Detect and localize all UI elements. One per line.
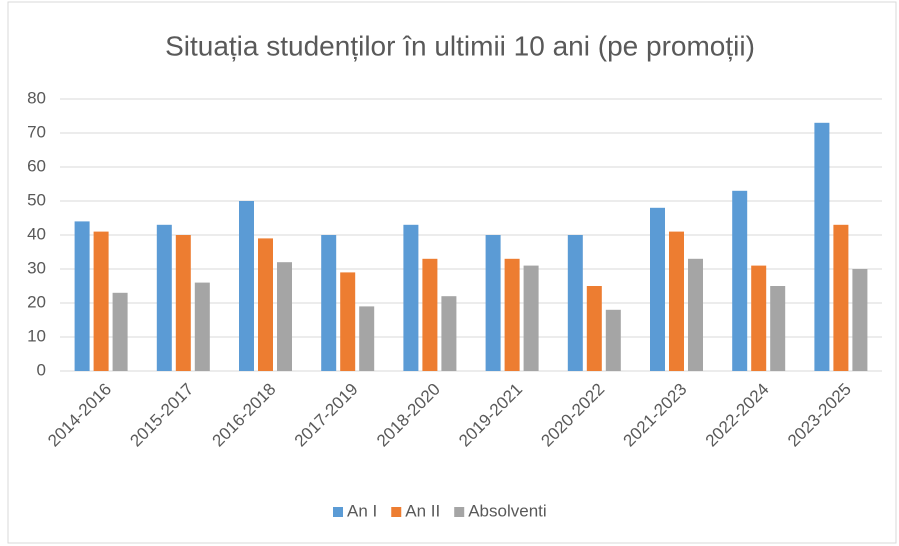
bar (340, 272, 356, 371)
bar (669, 231, 684, 371)
bar (770, 286, 786, 371)
legend-label: An II (405, 501, 440, 520)
bar (441, 296, 457, 371)
bar (194, 282, 210, 371)
y-tick-label: 0 (37, 360, 46, 379)
bar (239, 201, 254, 371)
legend-label: An I (347, 501, 377, 520)
bar (175, 235, 191, 371)
bar (650, 207, 665, 371)
bar (258, 238, 273, 371)
y-tick-label: 80 (27, 88, 46, 107)
y-tick-label: 20 (27, 292, 46, 311)
bar (359, 306, 375, 371)
y-tick-label: 70 (27, 122, 46, 141)
y-tick-label: 30 (27, 258, 46, 277)
bar (523, 265, 539, 371)
bar (112, 292, 128, 371)
bar (422, 258, 438, 371)
bar (93, 231, 109, 371)
bar (504, 258, 520, 371)
bar (852, 269, 868, 371)
chart-title: Situația studenților în ultimii 10 ani (… (165, 30, 755, 61)
bar (156, 224, 172, 371)
bar (814, 122, 830, 371)
y-tick-label: 60 (27, 156, 46, 175)
bar (688, 258, 703, 371)
y-tick-label: 40 (27, 224, 46, 243)
y-tick-label: 50 (27, 190, 46, 209)
bar (586, 286, 602, 371)
legend-swatch (391, 507, 402, 517)
bar (74, 221, 90, 371)
bar (732, 190, 748, 371)
bar (321, 235, 337, 371)
chart-frame (7, 1, 897, 544)
bar (751, 265, 767, 371)
legend-swatch (454, 507, 465, 517)
bar (277, 262, 292, 371)
bar (567, 235, 583, 371)
bar (833, 224, 849, 371)
legend-label: Absolventi (468, 501, 546, 520)
bar (605, 309, 621, 371)
legend-swatch (333, 507, 343, 517)
bar (485, 235, 501, 371)
bar (403, 224, 419, 371)
y-tick-label: 10 (27, 326, 46, 345)
